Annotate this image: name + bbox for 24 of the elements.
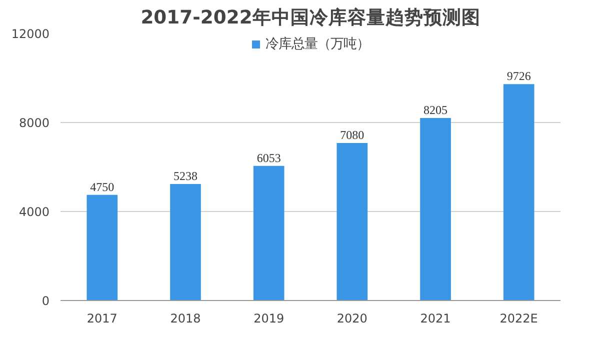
x-tick-label: 2018 (170, 312, 201, 326)
data-label: 6053 (256, 150, 281, 165)
data-label: 5238 (174, 168, 198, 183)
x-tick-label: 2021 (420, 312, 451, 326)
bar (503, 84, 534, 300)
bar (253, 166, 284, 300)
x-tick-label: 2022E (500, 312, 538, 326)
legend-label: 冷库总量（万吨） (266, 36, 370, 53)
bar (420, 118, 451, 300)
y-tick-label: 0 (42, 294, 50, 308)
data-label: 9726 (506, 69, 531, 84)
bar (86, 194, 118, 300)
y-tick-label: 4000 (18, 205, 50, 219)
bar (170, 184, 201, 300)
data-label: 7080 (340, 128, 364, 142)
x-tick-label: 2017 (86, 312, 118, 326)
y-tick-label: 12000 (11, 27, 50, 41)
x-tick-label: 2019 (254, 312, 284, 326)
bar (336, 142, 368, 300)
chart-title: 2017-2022年中国冷库容量趋势预测图 (140, 6, 480, 28)
data-label: 8205 (424, 102, 448, 117)
y-tick-label: 8000 (18, 116, 50, 130)
data-label: 4750 (90, 180, 114, 194)
x-tick-label: 2020 (336, 312, 368, 326)
